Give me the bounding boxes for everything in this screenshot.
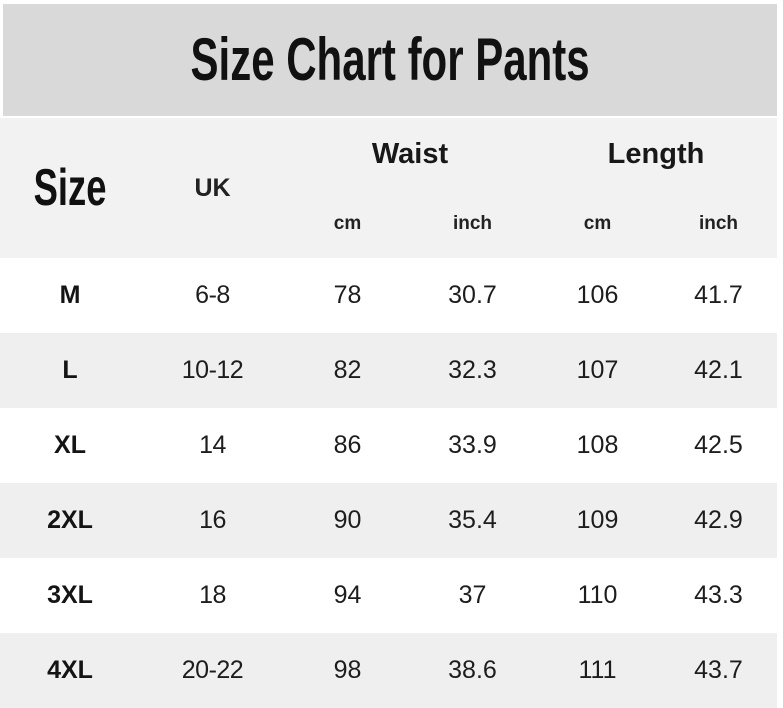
header-size: Size: [0, 118, 140, 258]
table-row: 3XL 18 94 37 110 43.3: [0, 558, 777, 633]
header-size-label: Size: [33, 159, 107, 217]
cell-size: 4XL: [47, 656, 93, 684]
cell-length-inch: 43.7: [694, 656, 743, 684]
size-table: Size UK Waist Length cm inch cm inch M 6…: [0, 118, 777, 708]
cell-waist-cm: 82: [333, 356, 362, 384]
cell-uk: 6-8: [195, 281, 230, 309]
subheader-length-inch: inch: [698, 213, 739, 234]
cell-length-inch: 42.5: [694, 431, 743, 459]
cell-length-inch: 43.3: [694, 581, 743, 609]
table-header: Size UK Waist Length cm inch cm inch: [0, 118, 777, 258]
cell-uk: 20-22: [181, 656, 244, 684]
cell-length-cm: 109: [576, 506, 619, 534]
cell-length-inch: 42.1: [694, 356, 743, 384]
table-row: 2XL 16 90 35.4 109 42.9: [0, 483, 777, 558]
cell-uk: 14: [199, 431, 226, 459]
cell-size: XL: [54, 431, 86, 459]
table-row: XL 14 86 33.9 108 42.5: [0, 408, 777, 483]
cell-uk: 16: [199, 506, 226, 534]
cell-length-inch: 41.7: [694, 281, 743, 309]
header-length: Length: [607, 137, 705, 170]
table-row: L 10-12 82 32.3 107 42.1: [0, 333, 777, 408]
cell-waist-inch: 38.6: [448, 656, 497, 684]
cell-length-cm: 107: [576, 356, 619, 384]
header-waist: Waist: [371, 137, 449, 170]
cell-length-cm: 106: [576, 281, 619, 309]
title-banner: Size Chart for Pants: [3, 4, 777, 116]
table-body: M 6-8 78 30.7 106 41.7 L 10-12 82 32.3 1…: [0, 258, 777, 708]
table-row: 4XL 20-22 98 38.6 111 43.7: [0, 633, 777, 708]
cell-uk: 18: [199, 581, 226, 609]
cell-length-cm: 110: [577, 581, 618, 609]
cell-length-inch: 42.9: [694, 506, 743, 534]
cell-size: 2XL: [47, 506, 93, 534]
cell-length-cm: 111: [578, 656, 617, 684]
cell-waist-inch: 33.9: [448, 431, 497, 459]
page-title: Size Chart for Pants: [190, 26, 590, 93]
cell-waist-inch: 30.7: [448, 281, 497, 309]
header-uk: UK: [194, 173, 231, 202]
cell-length-cm: 108: [576, 431, 619, 459]
cell-waist-cm: 86: [333, 431, 362, 459]
cell-waist-inch: 35.4: [448, 506, 497, 534]
table-row: M 6-8 78 30.7 106 41.7: [0, 258, 777, 333]
cell-waist-inch: 37: [458, 581, 487, 609]
cell-waist-cm: 94: [333, 581, 362, 609]
subheader-waist-cm: cm: [333, 213, 362, 234]
cell-waist-cm: 90: [333, 506, 362, 534]
cell-size: M: [59, 281, 81, 309]
size-chart-page: Size Chart for Pants Size UK Waist Lengt…: [0, 4, 783, 708]
cell-size: 3XL: [47, 581, 93, 609]
cell-uk: 10-12: [181, 356, 244, 384]
cell-waist-cm: 78: [333, 281, 362, 309]
cell-size: L: [62, 356, 78, 384]
cell-waist-inch: 32.3: [448, 356, 497, 384]
subheader-waist-inch: inch: [452, 213, 493, 234]
subheader-length-cm: cm: [583, 213, 612, 234]
cell-waist-cm: 98: [333, 656, 362, 684]
